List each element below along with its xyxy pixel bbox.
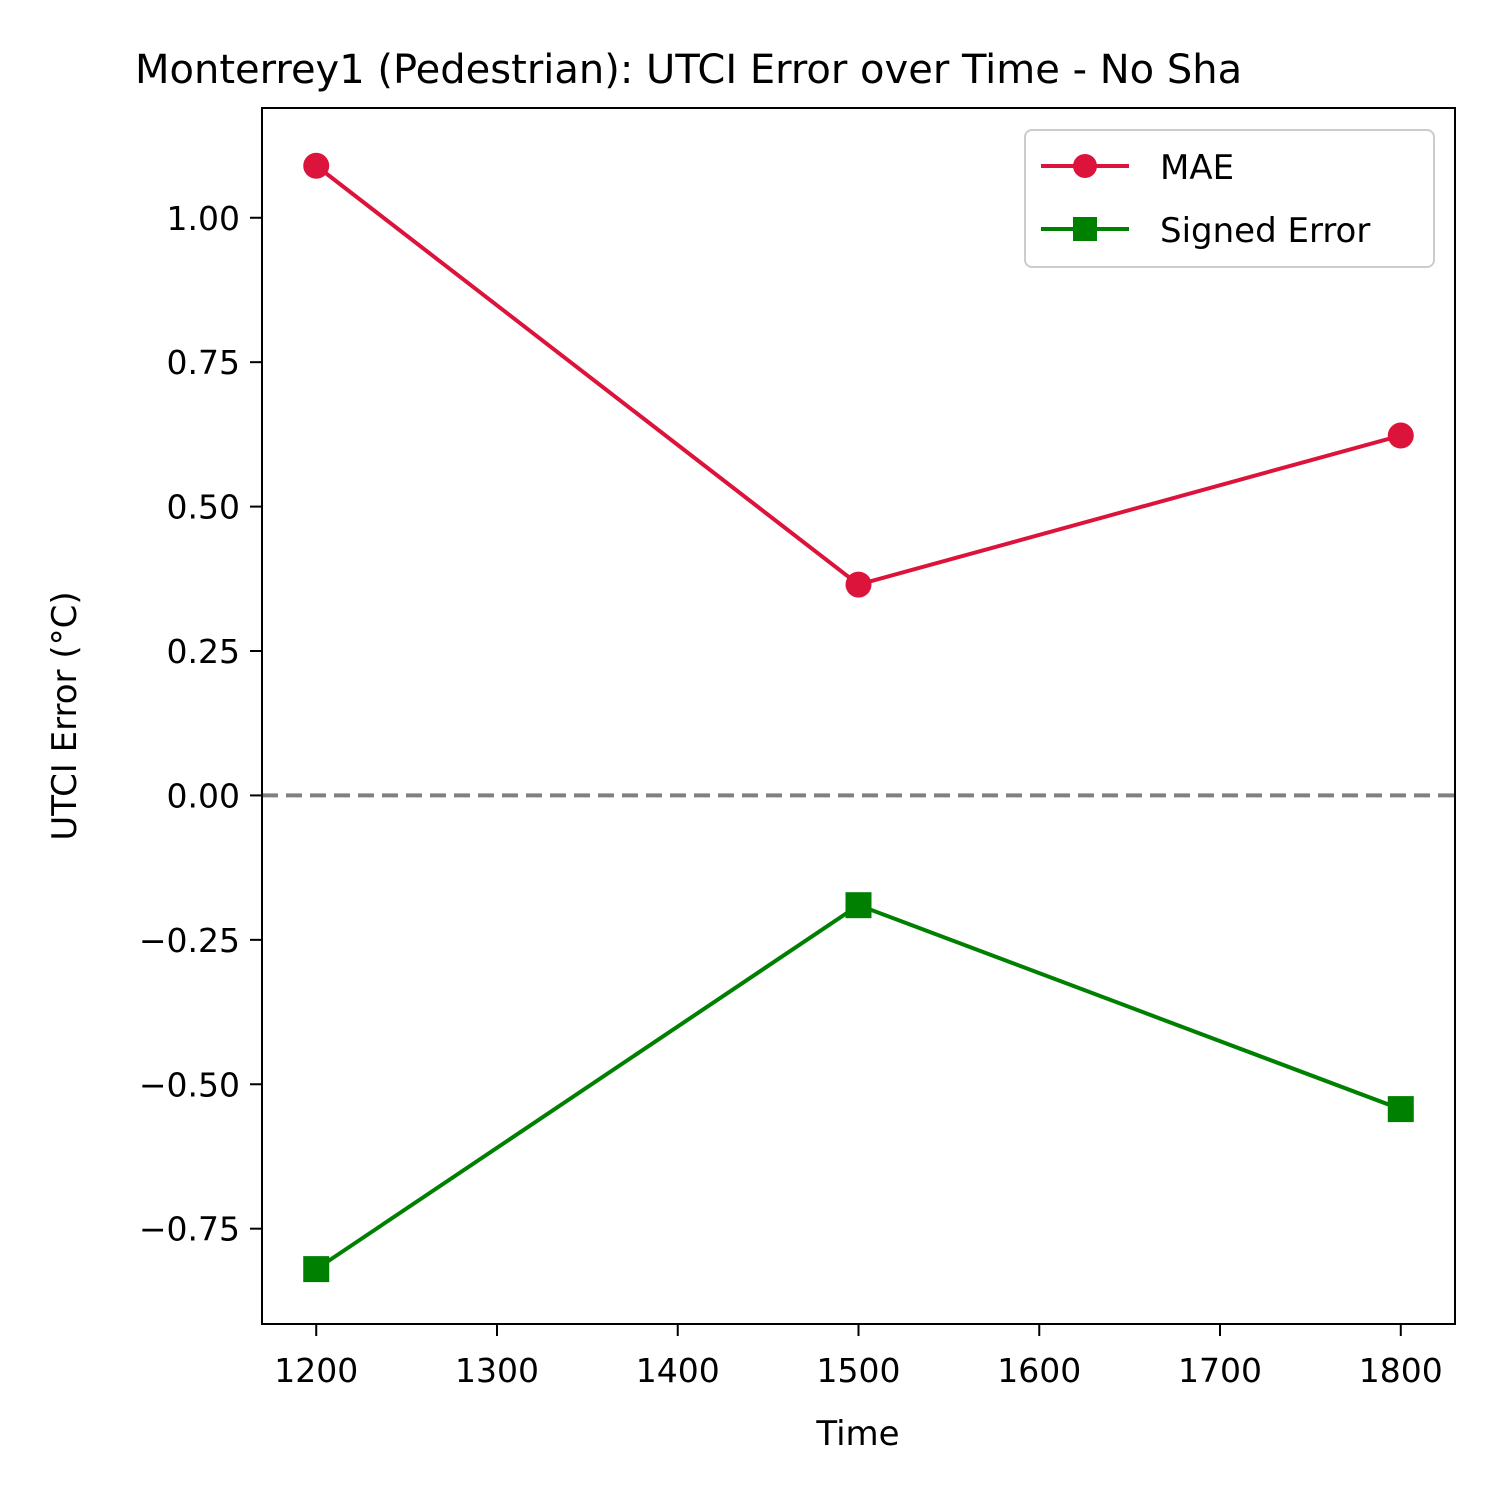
y-tick-label: 0.25 [167, 632, 240, 671]
legend-mae-marker [1073, 154, 1097, 178]
x-axis-label: Time [815, 1414, 899, 1454]
legend-signed-error-marker [1073, 217, 1097, 241]
y-axis-ticks: 1.00 0.75 0.50 0.25 0.00 −0.25 −0.50 −0.75 [139, 199, 262, 1249]
x-tick-label: 1800 [1359, 1351, 1443, 1390]
series-group [303, 152, 1414, 1283]
x-tick-label: 1600 [997, 1351, 1081, 1390]
plot-background [262, 108, 1455, 1324]
x-tick-label: 1400 [636, 1351, 720, 1390]
x-tick-label: 1700 [1178, 1351, 1262, 1390]
plot-area [261, 107, 1456, 1325]
signed-error-point [303, 1256, 330, 1283]
y-tick-label: −0.50 [139, 1065, 240, 1104]
mae-point [845, 571, 872, 598]
y-axis-label: UTCI Error (°C) [45, 591, 85, 840]
signed-error-point [845, 892, 872, 919]
chart-title: Monterrey1 (Pedestrian): UTCI Error over… [135, 47, 1242, 93]
y-tick-label: −0.25 [139, 921, 240, 960]
y-tick-label: 1.00 [167, 199, 240, 238]
y-tick-label: 0.75 [167, 343, 240, 382]
y-tick-label: 0.50 [167, 488, 240, 527]
x-tick-label: 1200 [274, 1351, 358, 1390]
x-tick-label: 1300 [455, 1351, 539, 1390]
signed-error-point [1387, 1096, 1414, 1123]
y-tick-label: 0.00 [167, 776, 240, 815]
y-tick-label: −0.75 [139, 1210, 240, 1249]
mae-point [1387, 422, 1414, 449]
legend: MAE Signed Error [1024, 129, 1435, 268]
legend-mae-label: MAE [1160, 148, 1234, 188]
mae-point [303, 152, 330, 179]
x-axis-ticks: 1200 1300 1400 1500 1600 1700 1800 [274, 1324, 1443, 1390]
x-tick-label: 1500 [817, 1351, 901, 1390]
legend-signed-error-label: Signed Error [1160, 211, 1370, 251]
